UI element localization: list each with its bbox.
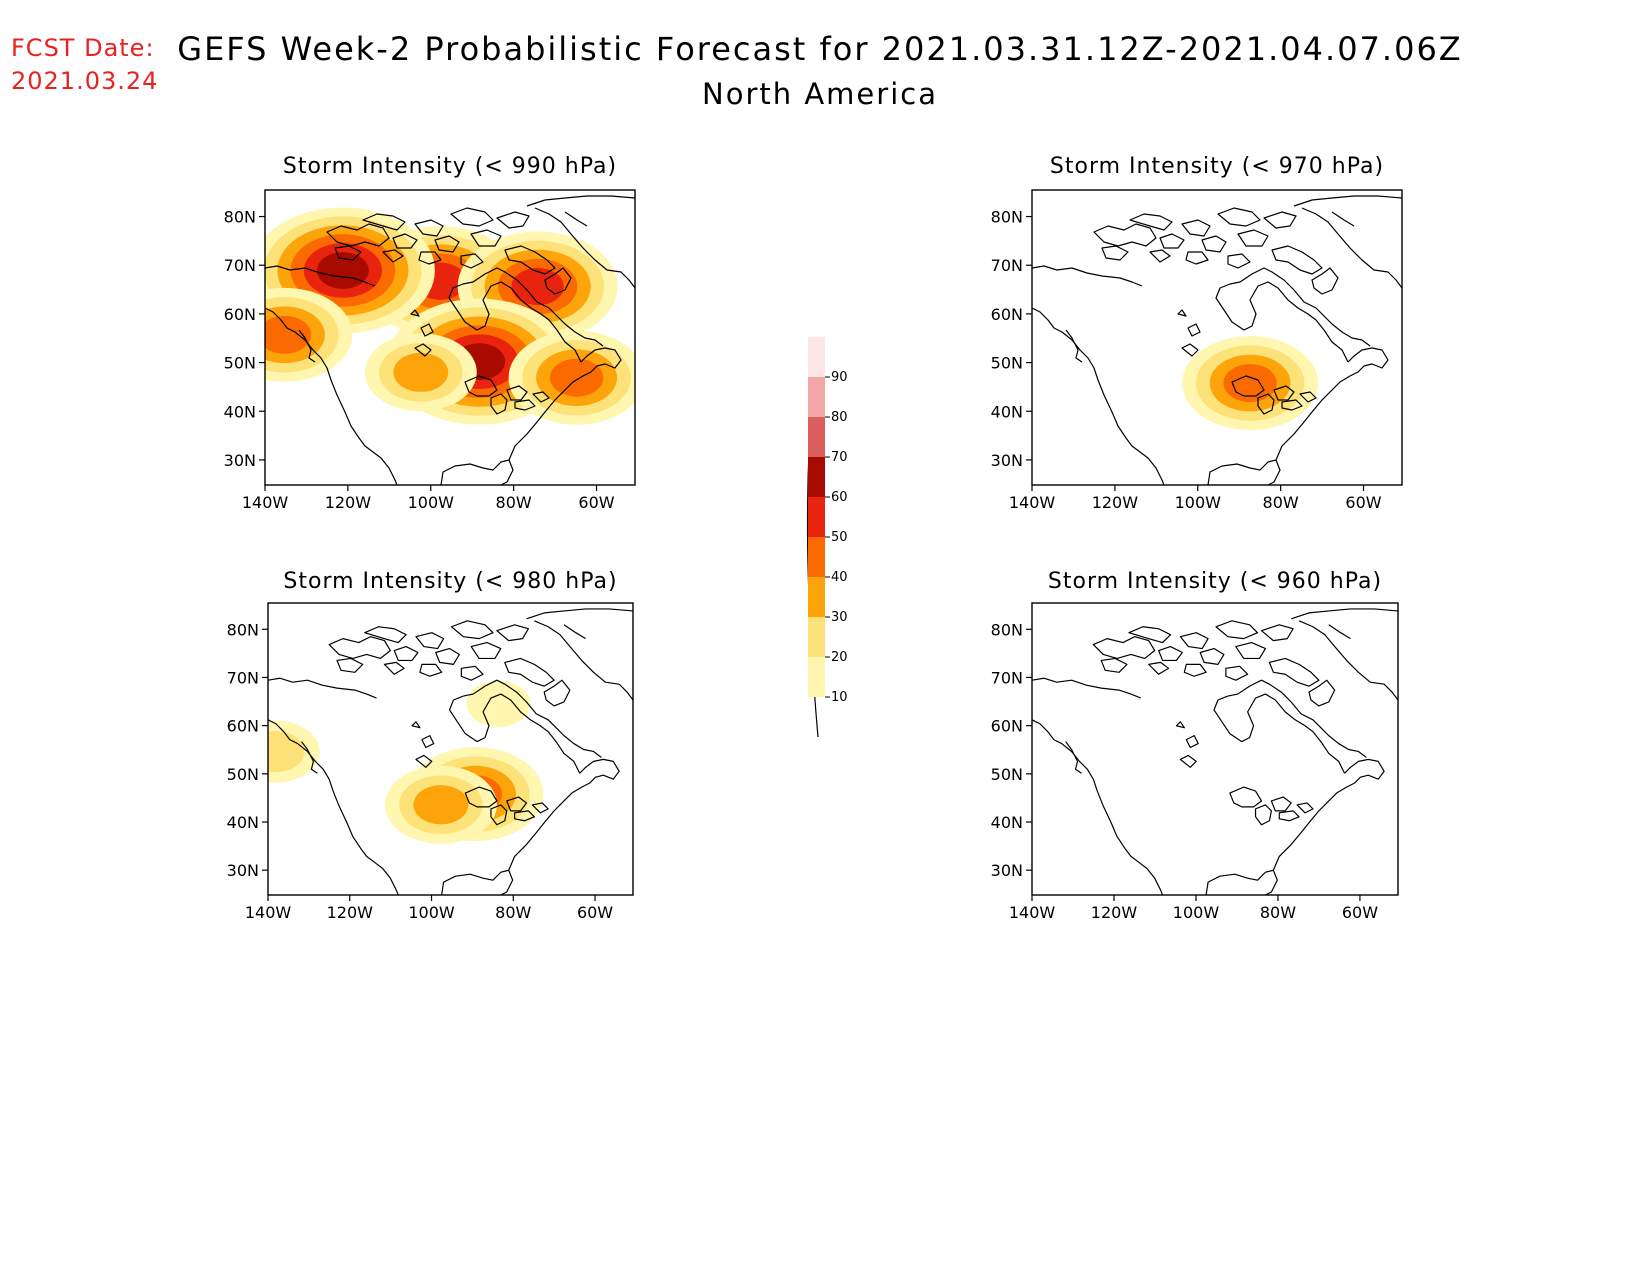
probability-contour (265, 315, 312, 354)
lat-tick-label: 60N (227, 717, 259, 736)
lat-tick-label: 50N (224, 354, 256, 373)
colorbar-swatch (808, 497, 825, 537)
colorbar-label: 60 (831, 490, 848, 505)
panel-title: Storm Intensity (< 990 hPa) (283, 154, 617, 179)
probability-contour (549, 358, 604, 397)
lon-tick-label: 140W (1009, 493, 1056, 512)
lat-tick-label: 70N (227, 668, 259, 687)
lat-tick-label: 60N (991, 717, 1023, 736)
colorbar-label: 50 (831, 530, 848, 545)
lat-tick-label: 30N (227, 861, 259, 880)
lon-tick-label: 140W (242, 493, 289, 512)
lat-tick-label: 70N (991, 668, 1023, 687)
lon-tick-label: 100W (1173, 903, 1220, 922)
plot-frame (267, 602, 634, 896)
lon-tick-label: 80W (496, 493, 532, 512)
lat-tick-label: 80N (224, 208, 256, 227)
probability-colorbar: 10 20 30 40 50 60 70 80 90 (806, 336, 848, 738)
probability-contour (466, 680, 531, 727)
lon-tick-label: 60W (1345, 493, 1381, 512)
lat-tick-label: 70N (224, 256, 256, 275)
map-panel-p990: Storm Intensity (< 990 hPa) 80N 70N 60N 50N 4… (224, 154, 636, 512)
map-panel-p970: Storm Intensity (< 970 hPa) 80N 70N 60N 50N 4… (991, 154, 1403, 512)
lat-tick-label: 80N (991, 620, 1023, 639)
lon-tick-label: 120W (327, 903, 374, 922)
lat-tick-label: 50N (227, 765, 259, 784)
lat-tick-label: 40N (224, 402, 256, 421)
map-panels: Storm Intensity (< 990 hPa) 80N 70N 60N 50N 4… (224, 154, 1403, 922)
lon-tick-label: 80W (1263, 493, 1299, 512)
lon-tick-label: 120W (1091, 903, 1138, 922)
coastlines (1032, 195, 1402, 485)
map-panel-p980: Storm Intensity (< 980 hPa) 80N 70N 60N 50N 4… (227, 569, 634, 922)
lat-tick-label: 70N (991, 256, 1023, 275)
lat-tick-label: 30N (991, 451, 1023, 470)
colorbar-swatch (808, 657, 825, 697)
lon-tick-label: 80W (495, 903, 531, 922)
lat-tick-label: 40N (227, 813, 259, 832)
colorbar-label: 40 (831, 570, 848, 585)
map-area (1032, 195, 1402, 485)
lon-tick-label: 60W (578, 493, 614, 512)
coastlines (1032, 608, 1398, 895)
plot-frame (264, 189, 636, 486)
probability-contour (413, 785, 469, 825)
lon-tick-label: 120W (325, 493, 372, 512)
colorbar-swatch (808, 417, 825, 457)
lat-tick-label: 50N (991, 354, 1023, 373)
lat-tick-label: 60N (991, 305, 1023, 324)
figure-subtitle: North America (702, 77, 938, 111)
colorbar-label: 30 (831, 610, 848, 625)
map-area (265, 195, 635, 485)
lon-tick-label: 100W (408, 903, 455, 922)
lat-tick-label: 80N (991, 208, 1023, 227)
lon-tick-label: 100W (408, 493, 455, 512)
colorbar-swatch (808, 577, 825, 617)
lon-tick-label: 80W (1260, 903, 1296, 922)
plot-frame (1031, 602, 1399, 896)
colorbar-label: 70 (831, 450, 848, 465)
lat-tick-label: 30N (224, 451, 256, 470)
colorbar-label: 20 (831, 650, 848, 665)
lat-tick-label: 50N (991, 765, 1023, 784)
map-area (268, 608, 633, 895)
colorbar-swatch (808, 617, 825, 657)
panel-title: Storm Intensity (< 980 hPa) (283, 569, 617, 594)
colorbar-swatch (808, 537, 825, 577)
colorbar-swatch (808, 457, 825, 497)
fcst-date-label: FCST Date: (11, 34, 155, 62)
lon-tick-label: 60W (577, 903, 613, 922)
probability-contour (393, 352, 449, 392)
probability-contour (317, 252, 369, 289)
fcst-date-value: 2021.03.24 (11, 67, 158, 95)
lat-tick-label: 80N (227, 620, 259, 639)
colorbar-label: 80 (831, 410, 848, 425)
probability-contour (268, 731, 305, 773)
panel-title: Storm Intensity (< 970 hPa) (1050, 154, 1384, 179)
lat-tick-label: 40N (991, 402, 1023, 421)
lon-tick-label: 60W (1342, 903, 1378, 922)
lon-tick-label: 140W (245, 903, 292, 922)
map-area (1032, 608, 1398, 895)
lat-tick-label: 60N (224, 305, 256, 324)
lat-tick-label: 30N (991, 861, 1023, 880)
colorbar-swatch (808, 377, 825, 417)
lon-tick-label: 120W (1092, 493, 1139, 512)
lat-tick-label: 40N (991, 813, 1023, 832)
lon-tick-label: 140W (1009, 903, 1056, 922)
lon-tick-label: 100W (1175, 493, 1222, 512)
panel-title: Storm Intensity (< 960 hPa) (1048, 569, 1382, 594)
figure-title: GEFS Week-2 Probabilistic Forecast for 2… (177, 30, 1462, 68)
colorbar-label: 10 (831, 690, 848, 705)
colorbar-label: 90 (831, 370, 848, 385)
map-panel-p960: Storm Intensity (< 960 hPa) 80N 70N 60N 50N 4… (991, 569, 1399, 922)
colorbar-swatch (808, 337, 825, 377)
plot-frame (1031, 189, 1403, 486)
